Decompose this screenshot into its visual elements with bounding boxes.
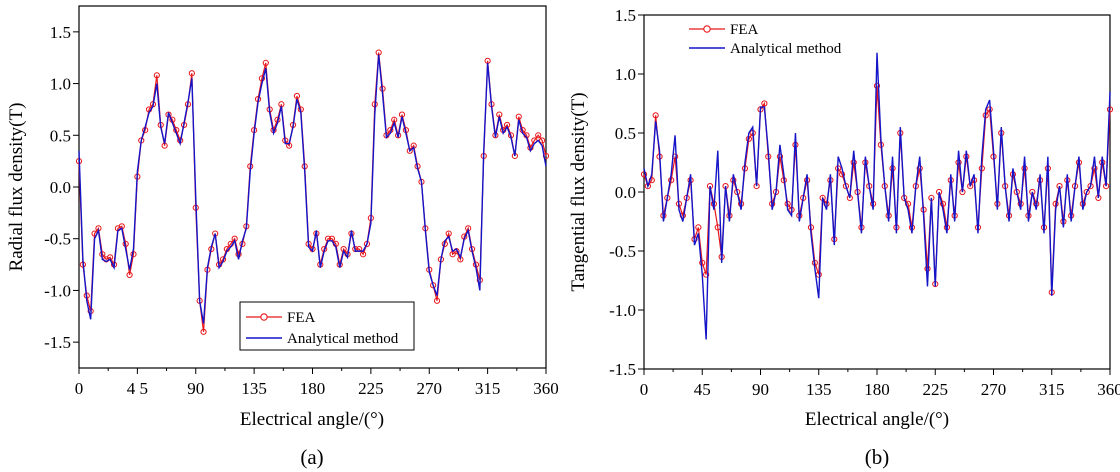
fea-point-a: [200, 328, 207, 335]
x-tick-label-a: 225: [358, 379, 384, 398]
fea-point-a: [539, 137, 546, 144]
x-tick-label-a: 180: [300, 379, 326, 398]
x-tick-label-b: 180: [864, 380, 890, 399]
radial-flux-chart: 0 4 5 90 135 180 225 270 315 360 -1.5 -1.0 -0.5 0.0 0…: [6, 5, 559, 469]
y-axis-title-a: Radial flux density(T): [6, 103, 27, 272]
legend-a: FEA Analytical method: [239, 301, 415, 351]
x-tick-label-b: 360: [1097, 380, 1120, 399]
x-tick-label-b: 270: [981, 380, 1007, 399]
fea-point-b: [695, 224, 702, 231]
fea-point-b: [838, 171, 846, 178]
y-tick-label-b: -1.5: [609, 360, 636, 379]
fea-point-b: [873, 82, 881, 89]
y-tick-label-a: -1.0: [44, 281, 71, 300]
analytical-series-line-b: [643, 52, 1111, 340]
x-tick-label-b: 315: [1039, 380, 1065, 399]
y-tick-label-a: -0.5: [44, 230, 71, 249]
fea-point-a: [430, 282, 437, 289]
x-tick-label-b: 0: [640, 380, 649, 399]
fea-point-b: [939, 200, 947, 207]
series-group-b: [640, 52, 1114, 340]
y-tick-label-b: 1.0: [615, 65, 636, 84]
legend-b: FEA Analytical method: [689, 22, 842, 57]
y-tick-label-a: 1.5: [50, 23, 71, 42]
y-tick-label-a: 0.5: [50, 126, 71, 145]
legend-fea-marker-b: [703, 25, 711, 33]
legend-analytical-label-b: Analytical method: [730, 41, 842, 57]
y-tick-label-a: 0.0: [50, 178, 71, 197]
x-tick-label-a: 0: [75, 379, 84, 398]
x-tick-label-b: 225: [923, 380, 949, 399]
fea-point-a: [433, 297, 441, 304]
fea-point-b: [652, 112, 659, 119]
y-tick-label-b: 0.0: [615, 183, 636, 202]
y-axis-title-b: Tangential flux density(T): [568, 92, 589, 291]
legend-box-a: [239, 301, 415, 351]
x-tick-label-b: 135: [806, 380, 832, 399]
y-tick-label-b: 0.5: [615, 124, 636, 143]
axis-ticks-a: 0 4 5 90 135 180 225 270 315 360 -1.5 -1.0 -0.5 0.0 0…: [44, 23, 559, 398]
fea-point-a: [293, 92, 301, 100]
y-tick-label-a: -1.5: [44, 333, 71, 352]
panel-label-a: (a): [300, 445, 323, 469]
tangential-flux-chart: 0 45 90 135 180 225 270 315 360 -1.5 -1.0 -0.5 0.0 0.…: [568, 6, 1120, 469]
fea-point-a: [126, 271, 133, 279]
series-group-a: [75, 49, 550, 335]
fea-point-a: [262, 59, 269, 66]
fea-point-b: [699, 259, 706, 266]
fea-point-b: [850, 159, 857, 166]
x-tick-label-a: 4 5: [127, 379, 148, 398]
x-tick-label-b: 90: [752, 380, 769, 399]
fea-point-a: [395, 132, 402, 139]
panel-label-b: (b): [865, 445, 890, 469]
fea-point-b: [761, 100, 768, 107]
x-tick-label-a: 360: [533, 379, 559, 398]
fea-point-a: [188, 70, 195, 77]
fea-point-b: [776, 153, 784, 160]
x-tick-label-a: 315: [475, 379, 501, 398]
analytical-series-line-a: [78, 54, 547, 324]
x-axis-title-b: Electrical angle/(°): [805, 409, 949, 430]
legend-fea-marker-a: [260, 313, 268, 321]
x-tick-label-a: 135: [241, 379, 267, 398]
fea-point-b: [1091, 165, 1098, 172]
legend-analytical-label-a: Analytical method: [287, 331, 399, 347]
y-tick-label-a: 1.0: [50, 75, 71, 94]
legend-fea-label-b: FEA: [730, 22, 759, 38]
axis-ticks-b: 0 45 90 135 180 225 270 315 360 -1.5 -1.0 -0.5 0.0 0.…: [609, 6, 1120, 399]
x-tick-label-a: 270: [417, 379, 443, 398]
y-tick-label-b: 1.5: [615, 6, 636, 25]
fea-point-a: [515, 113, 522, 120]
legend-fea-label-a: FEA: [287, 310, 316, 326]
fea-point-a: [153, 72, 160, 79]
y-tick-label-b: -0.5: [609, 242, 636, 261]
x-tick-label-b: 45: [694, 380, 711, 399]
fea-point-b: [703, 271, 710, 278]
x-tick-label-a: 90: [187, 379, 204, 398]
y-tick-label-b: -1.0: [609, 301, 636, 320]
x-axis-title-a: Electrical angle/(°): [240, 409, 384, 430]
fea-point-b: [640, 171, 648, 178]
fea-point-a: [535, 132, 542, 139]
